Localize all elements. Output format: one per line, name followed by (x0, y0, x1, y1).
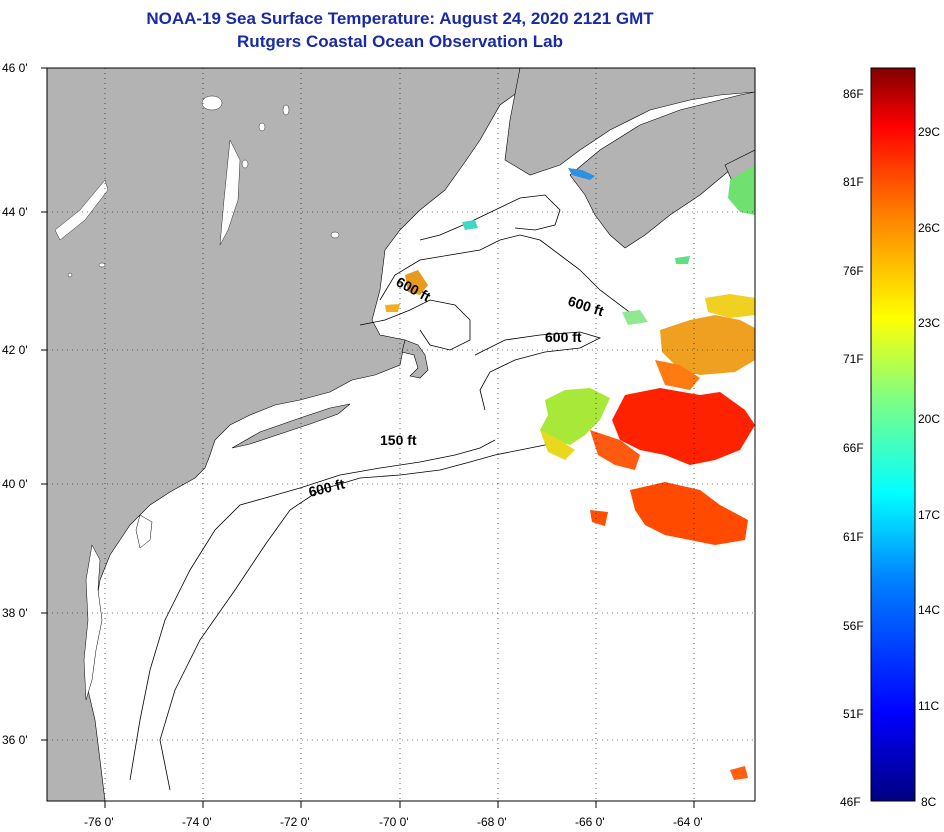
cbar-label-61f: 61F (843, 530, 864, 544)
map-subtitle: Rutgers Coastal Ocean Observation Lab (237, 32, 563, 51)
lat-labels: 46 0' 44 0' 42 0' 40 0' 38 0' 36 0' (2, 61, 28, 747)
delaware-bay (135, 514, 153, 549)
cbar-label-8c: 8C (921, 795, 937, 809)
colorbar (870, 67, 916, 802)
sst-patch-ne-yellow (705, 294, 755, 318)
chesapeake-bay (83, 544, 103, 701)
contour-label-600ft-georges: 600 ft (545, 329, 582, 345)
lon-label-66: -66 0' (575, 815, 605, 829)
contour-150ft (129, 439, 496, 781)
cbar-label-23c: 23C (918, 316, 940, 330)
axis-ticks (41, 67, 695, 808)
sst-patch-scotian-green (728, 165, 755, 215)
lat-label-42: 42 0' (2, 343, 28, 357)
cbar-label-66f: 66F (843, 441, 864, 455)
lakes (54, 95, 340, 278)
lat-label-46: 46 0' (2, 61, 28, 75)
contour-600ft-shelf (159, 397, 596, 791)
sst-patch-far-south (730, 766, 748, 780)
land-cape-cod (401, 339, 429, 379)
lon-label-64: -64 0' (673, 815, 703, 829)
contour-600ft-gom (379, 234, 641, 321)
cbar-label-26c: 26C (918, 221, 940, 235)
colorbar-f-labels: 86F 81F 76F 71F 66F 61F 56F 51F 46F (840, 87, 864, 809)
lon-label-76: -76 0' (84, 815, 114, 829)
cbar-label-51f: 51F (843, 707, 864, 721)
lat-label-36: 36 0' (2, 733, 28, 747)
lon-labels: -76 0' -74 0' -72 0' -70 0' -68 0' -66 0… (84, 815, 703, 829)
land-long-island (231, 403, 351, 449)
colorbar-c-labels: 29C 26C 23C 20C 17C 14C 11C 8C (918, 125, 940, 809)
sst-patch-georges-yellow (540, 430, 575, 460)
sst-patch-cyan (462, 220, 478, 230)
sst-patch-mid-orange (655, 360, 700, 390)
sst-patch-georges-green (540, 388, 610, 445)
cbar-label-17c: 17C (918, 508, 940, 522)
cbar-label-71f: 71F (843, 352, 864, 366)
sst-patch-south-orange (630, 482, 748, 545)
lon-label-68: -68 0' (477, 815, 507, 829)
lat-label-38: 38 0' (2, 606, 28, 620)
sst-patch-green-small (675, 256, 690, 264)
cbar-label-20c: 20C (918, 412, 940, 426)
sst-patch-gulf-maine (405, 270, 428, 295)
contour-coastal-detail (419, 194, 561, 241)
map-title: NOAA-19 Sea Surface Temperature: August … (146, 9, 654, 28)
sst-data-patches (385, 165, 755, 780)
sst-patch-south-small (590, 510, 608, 526)
map-area (47, 68, 755, 801)
sst-patch-bay-fundy (568, 168, 595, 180)
sst-patch-lightgreen (622, 310, 648, 325)
contour-label-150ft: 150 ft (380, 432, 417, 448)
lon-label-70: -70 0' (379, 815, 409, 829)
contour-600ft-georges (474, 331, 602, 411)
contour-600ft-gom-inner (359, 299, 471, 351)
lon-label-72: -72 0' (280, 815, 310, 829)
sst-patch-gulf-maine-2 (385, 304, 400, 312)
cbar-label-11c: 11C (918, 699, 939, 713)
cbar-label-14c: 14C (918, 603, 940, 617)
lat-label-44: 44 0' (2, 205, 28, 219)
lat-label-40: 40 0' (2, 477, 28, 491)
cbar-label-56f: 56F (843, 619, 864, 633)
cbar-label-86f: 86F (843, 87, 864, 101)
sst-patch-slope-orange (590, 430, 640, 470)
cbar-label-46f: 46F (840, 795, 861, 809)
gridlines (47, 68, 755, 801)
sst-patch-ne-orange (660, 315, 755, 375)
lon-label-74: -74 0' (182, 815, 212, 829)
bathymetry-contours (129, 194, 641, 791)
cbar-label-76f: 76F (843, 264, 864, 278)
cbar-label-29c: 29C (918, 125, 940, 139)
sst-patch-slope-red (612, 388, 755, 465)
land-new-brunswick (504, 68, 755, 176)
cbar-label-81f: 81F (843, 175, 864, 189)
map-frame (46, 67, 756, 802)
